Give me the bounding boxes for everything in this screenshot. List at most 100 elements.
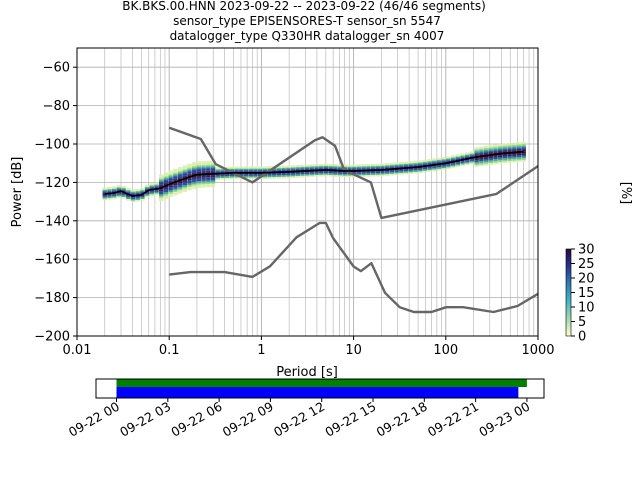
coverage-tick-label: 09-22 21 <box>425 399 481 440</box>
ppsd-cell <box>267 176 272 179</box>
ppsd-cell <box>460 161 465 165</box>
ppsd-cell <box>370 165 376 168</box>
ppsd-cell <box>342 174 348 178</box>
colorbar-tick-label: 25 <box>578 257 595 272</box>
ppsd-cell <box>248 169 253 173</box>
ppsd-cell <box>163 196 169 200</box>
x-tick-label: 0.1 <box>159 343 180 358</box>
ppsd-cell <box>140 194 145 198</box>
ppsd-cell <box>206 160 211 164</box>
coverage-tick-label: 09-22 09 <box>220 399 276 440</box>
ppsd-cell <box>469 160 475 163</box>
ppsd-cell <box>295 171 300 175</box>
ppsd-cell <box>135 195 140 199</box>
ppsd-cell <box>159 179 164 183</box>
ppsd-cell <box>507 155 512 158</box>
ppsd-cell <box>187 174 192 177</box>
ppsd-cell <box>177 172 183 175</box>
ppsd-cell <box>126 198 131 201</box>
ppsd-cell <box>210 179 216 182</box>
ppsd-cell <box>385 166 390 169</box>
ppsd-cell <box>253 175 258 178</box>
ppsd-cell <box>163 181 169 184</box>
x-tick-label: 10 <box>345 343 362 358</box>
ppsd-cell <box>201 162 206 166</box>
ppsd-cell <box>319 165 324 168</box>
ppsd-cell <box>267 166 272 169</box>
ppsd-cell <box>347 167 352 171</box>
ppsd-cell <box>323 167 329 170</box>
ppsd-cell <box>488 152 493 155</box>
ppsd-cell <box>337 167 343 171</box>
high-noise-model-line <box>168 126 539 220</box>
ppsd-cell <box>239 166 244 169</box>
ppsd-cell <box>483 151 489 154</box>
ppsd-cell <box>347 174 352 178</box>
ppsd-cell <box>182 186 187 189</box>
ppsd-cell <box>215 168 220 172</box>
ppsd-cell <box>516 142 522 145</box>
ppsd-cell <box>469 151 475 154</box>
ppsd-cell <box>488 159 493 162</box>
ppsd-cell <box>196 163 202 166</box>
ppsd-cell <box>512 154 517 158</box>
colorbar-tick-label: 20 <box>578 272 595 287</box>
ppsd-cell <box>319 163 324 167</box>
ppsd-cell <box>304 164 310 167</box>
ppsd-cell <box>182 187 187 191</box>
ppsd-cell <box>201 161 206 164</box>
ppsd-cell <box>479 156 484 160</box>
ppsd-cell <box>191 176 197 179</box>
ppsd-cell <box>319 172 324 175</box>
ppsd-cell <box>187 177 192 180</box>
ppsd-cell <box>347 164 352 167</box>
ppsd-cell <box>229 176 235 180</box>
ppsd-cell <box>521 150 526 153</box>
ppsd-cell <box>417 167 423 170</box>
ppsd-cell <box>281 169 286 172</box>
ppsd-cell <box>116 193 122 197</box>
ppsd-cell <box>210 162 216 165</box>
ppsd-cell <box>295 164 300 168</box>
ppsd-cell <box>173 189 178 192</box>
ppsd-cell <box>342 164 348 167</box>
ppsd-cell <box>168 180 173 184</box>
ppsd-cell <box>483 149 489 152</box>
ppsd-cell <box>126 194 131 198</box>
ppsd-cell <box>422 168 428 171</box>
ppsd-cell <box>483 159 489 163</box>
ppsd-cell <box>441 165 446 169</box>
x-tick-label: 100 <box>433 343 458 358</box>
coverage-tick-label: 09-22 18 <box>374 399 430 440</box>
ppsd-cell <box>262 174 268 178</box>
ppsd-cell <box>248 168 253 171</box>
ppsd-cell <box>168 179 173 182</box>
ppsd-cell <box>479 158 484 162</box>
ppsd-cell <box>304 173 310 176</box>
ppsd-cell <box>206 171 211 174</box>
ppsd-cell <box>159 189 164 193</box>
ppsd-cell <box>191 165 197 169</box>
ppsd-cell <box>417 170 423 174</box>
ppsd-cell <box>262 168 268 171</box>
ppsd-cell <box>243 169 249 173</box>
ppsd-cell <box>135 188 140 192</box>
ppsd-cell <box>497 156 503 159</box>
ppsd-cell <box>460 156 465 160</box>
ppsd-cell <box>154 184 159 187</box>
ppsd-cell <box>304 167 310 171</box>
ppsd-cell <box>455 162 461 166</box>
ppsd-cell <box>323 163 329 166</box>
ppsd-cell <box>300 173 305 176</box>
ppsd-cell <box>328 172 333 175</box>
ppsd-cell <box>159 184 164 188</box>
ppsd-cell <box>389 164 395 167</box>
ppsd-cell <box>417 160 423 163</box>
ppsd-cell <box>215 174 220 177</box>
ppsd-cell <box>281 165 286 169</box>
ppsd-cell <box>144 191 150 195</box>
ppsd-cell <box>361 171 366 174</box>
ppsd-cell <box>210 163 216 167</box>
ppsd-cell <box>432 160 437 163</box>
